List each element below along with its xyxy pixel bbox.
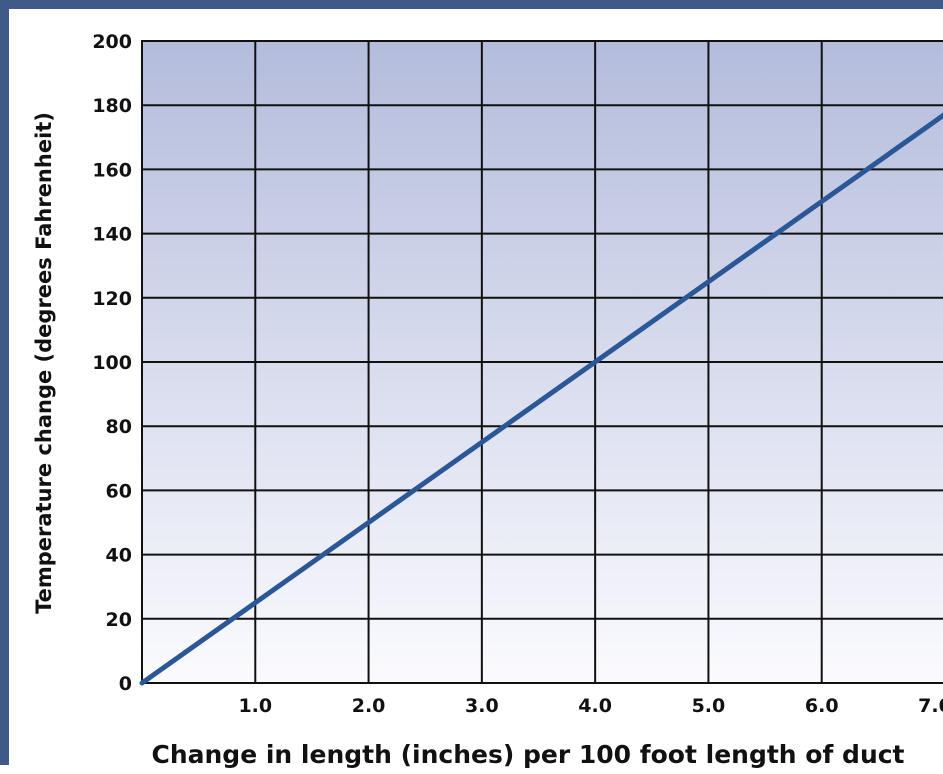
x-tick-label: 2.0 (352, 695, 386, 717)
y-tick-label: 100 (92, 352, 132, 374)
x-tick-label: 6.0 (805, 695, 839, 717)
x-tick-label: 7.0 (918, 695, 943, 717)
y-tick-label: 60 (106, 480, 132, 502)
x-tick-label: 4.0 (578, 695, 612, 717)
x-tick-label: 3.0 (465, 695, 499, 717)
y-tick-labels: 0 20 40 60 80 100 120 140 160 180 200 (92, 31, 132, 695)
x-tick-labels: 1.0 2.0 3.0 4.0 5.0 6.0 7.0 (238, 695, 943, 717)
y-tick-label: 80 (106, 416, 132, 438)
grid-lines (141, 40, 943, 684)
y-tick-label: 120 (92, 288, 132, 310)
chart-svg: 1.0 2.0 3.0 4.0 5.0 6.0 7.0 0 20 40 60 80 100 120 140… (32, 31, 943, 769)
y-tick-label: 140 (92, 224, 132, 246)
y-tick-label: 160 (92, 159, 132, 181)
x-tick-label: 1.0 (238, 695, 272, 717)
x-tick-label: 5.0 (692, 695, 726, 717)
y-tick-label: 180 (92, 95, 132, 117)
y-axis-title: Temperature change (degrees Fahrenheit) (32, 112, 56, 614)
x-axis-title: Change in length (inches) per 100 foot l… (151, 740, 904, 769)
series-line (139, 112, 943, 686)
y-tick-label: 200 (92, 31, 132, 53)
y-tick-label: 40 (106, 545, 132, 567)
y-tick-label: 0 (119, 673, 132, 695)
series-layer (139, 112, 943, 686)
y-tick-label: 20 (106, 609, 132, 631)
